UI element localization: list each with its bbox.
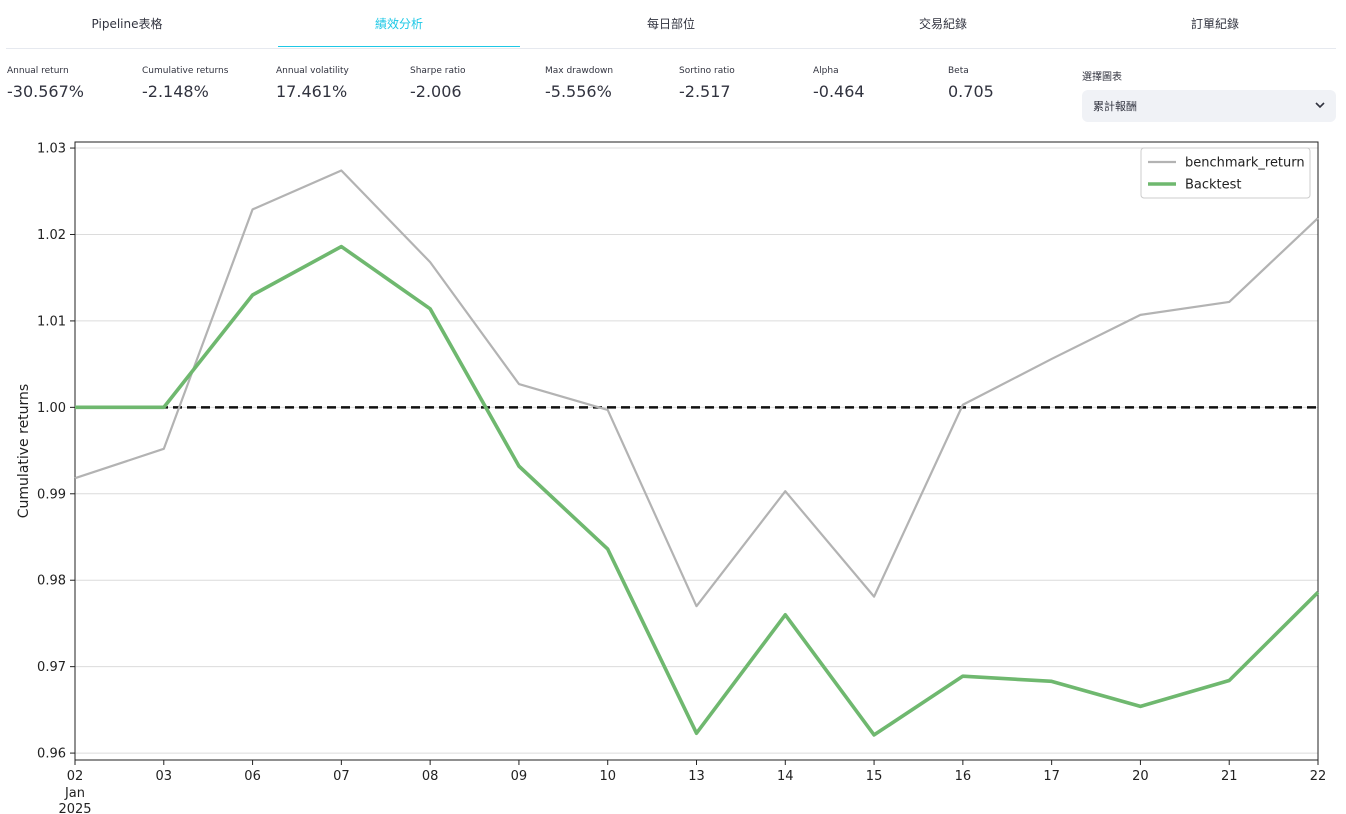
- metric-label: Cumulative returns: [142, 66, 229, 76]
- metric-value: 0.705: [948, 82, 994, 101]
- tab-performance-analysis[interactable]: 績效分析: [278, 0, 520, 47]
- legend-label: benchmark_return: [1185, 156, 1305, 171]
- y-tick-label: 1.02: [37, 228, 66, 243]
- x-tick-label: 21: [1221, 769, 1238, 784]
- legend: benchmark_return Backtest: [1140, 147, 1311, 199]
- tab-pipeline-table[interactable]: Pipeline表格: [91, 17, 163, 31]
- series-line-backtest: [75, 244, 1320, 737]
- chart-selector: 選擇圖表 累計報酬: [1082, 68, 1336, 122]
- metric-cumulative-returns: Cumulative returns -2.148%: [142, 66, 228, 101]
- metric-value: -0.464: [813, 82, 865, 101]
- metrics-row: Annual return -30.567% Cumulative return…: [7, 66, 1067, 116]
- chart-select-label: 選擇圖表: [1082, 72, 1122, 83]
- x-tick-label: 10: [599, 769, 616, 784]
- metric-value: -2.006: [410, 82, 462, 101]
- tab-order-records[interactable]: 訂單紀錄: [1190, 17, 1239, 31]
- x-tick-label: 07: [333, 769, 350, 784]
- x-tick-label: 08: [422, 769, 439, 784]
- metric-sharpe-ratio: Sharpe ratio -2.006: [410, 66, 466, 101]
- metric-annual-return: Annual return -30.567%: [7, 66, 84, 101]
- y-tick-label: 0.96: [37, 747, 66, 762]
- metric-label: Annual volatility: [276, 66, 349, 76]
- x-tick-label: 20: [1132, 769, 1149, 784]
- y-tick-label: 1.00: [37, 401, 66, 416]
- y-tick-label: 0.97: [37, 660, 66, 675]
- x-tick-label: 22: [1310, 769, 1327, 784]
- y-tick-label: 0.99: [37, 487, 66, 502]
- x-tick-label: 02: [67, 769, 84, 784]
- x-tick-label: 14: [777, 769, 794, 784]
- x-tick-label: 06: [244, 769, 261, 784]
- cumulative-returns-chart: 0.96 0.97 0.98 0.99 1.00 1.01 1.02 1.03 02 03 06 07…: [16, 141, 1327, 814]
- y-tick-label: 0.98: [37, 574, 66, 589]
- series-line-benchmark-return: [74, 169, 1319, 608]
- metric-max-drawdown: Max drawdown -5.556%: [545, 66, 613, 101]
- x-tick-label: 13: [688, 769, 705, 784]
- x-tick-label: 03: [156, 769, 173, 784]
- tab-bar: Pipeline表格 績效分析 每日部位 交易紀錄 訂單紀錄: [6, 0, 1336, 49]
- metric-label: Beta: [948, 66, 969, 76]
- series-layer: [74, 169, 1320, 737]
- metric-label: Alpha: [813, 66, 839, 76]
- legend-label: Backtest: [1185, 178, 1242, 193]
- metric-value: -2.517: [679, 82, 731, 101]
- grid-layer: [75, 147, 1318, 754]
- x-date-label: Jan: [64, 786, 85, 801]
- x-tick-label: 15: [866, 769, 883, 784]
- tab-transaction-records[interactable]: 交易紀錄: [918, 17, 967, 31]
- chevron-down-icon: [1315, 101, 1325, 112]
- chart-select-dropdown[interactable]: 累計報酬: [1082, 90, 1336, 122]
- y-axis-title: Cumulative returns: [16, 384, 32, 518]
- metric-sortino-ratio: Sortino ratio -2.517: [679, 66, 735, 101]
- metric-alpha: Alpha -0.464: [813, 66, 865, 101]
- x-tick-label: 09: [511, 769, 528, 784]
- metric-label: Annual return: [7, 66, 69, 76]
- metric-beta: Beta 0.705: [948, 66, 994, 101]
- plot-frame: [74, 141, 1319, 761]
- x-tick-label: 16: [955, 769, 972, 784]
- tab-daily-positions[interactable]: 每日部位: [646, 17, 695, 31]
- y-tick-label: 1.03: [37, 142, 66, 157]
- metric-label: Sortino ratio: [679, 66, 735, 76]
- legend-box: [1140, 147, 1311, 199]
- metric-value: -30.567%: [7, 82, 84, 101]
- metric-value: -2.148%: [142, 82, 209, 101]
- x-tick-label: 17: [1043, 769, 1060, 784]
- metric-value: 17.461%: [276, 82, 348, 101]
- x-date-label: 2025: [58, 802, 91, 814]
- y-tick-label: 1.01: [37, 314, 66, 329]
- metric-annual-volatility: Annual volatility 17.461%: [276, 66, 349, 101]
- metric-label: Sharpe ratio: [410, 66, 466, 76]
- metric-value: -5.556%: [545, 82, 612, 101]
- axes-layer: 0.96 0.97 0.98 0.99 1.00 1.01 1.02 1.03 02 03 06 07…: [16, 141, 1327, 814]
- metric-label: Max drawdown: [545, 66, 614, 76]
- chart-select-value: 累計報酬: [1093, 100, 1137, 113]
